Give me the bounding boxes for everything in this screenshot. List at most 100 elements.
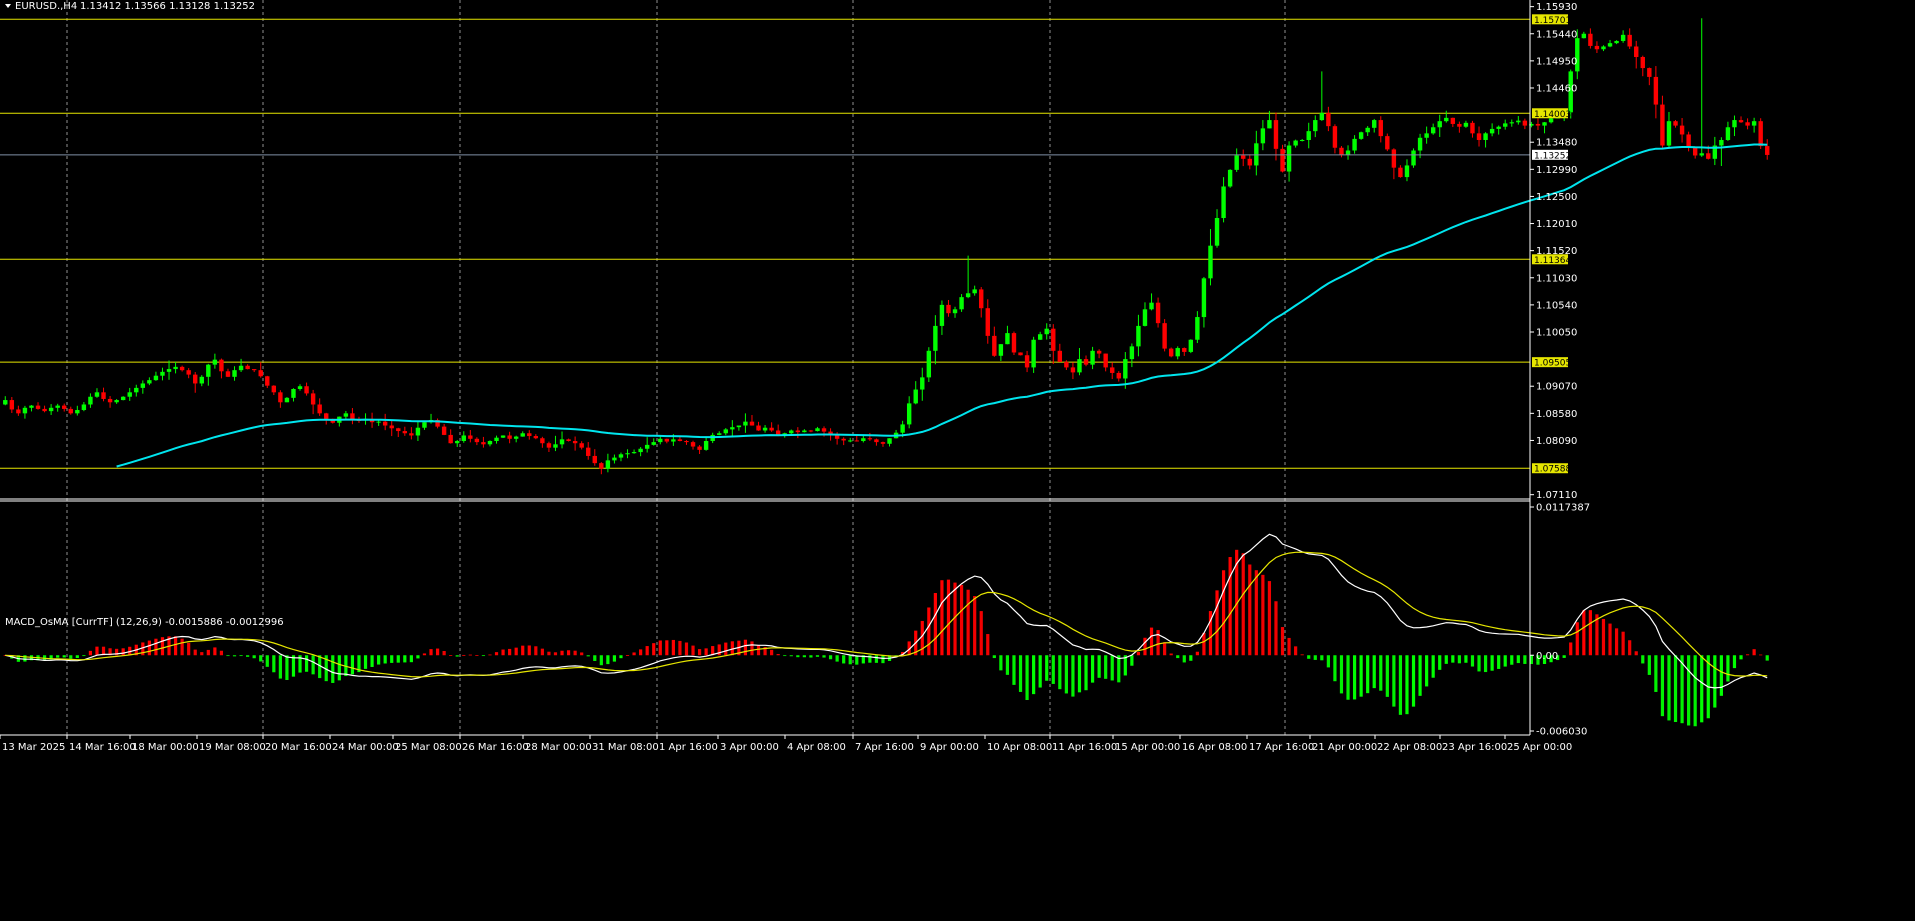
osma-bar xyxy=(1084,655,1088,691)
osma-bar xyxy=(403,655,407,663)
osma-bar xyxy=(1392,655,1396,707)
osma-bar xyxy=(1300,654,1304,656)
osma-bar xyxy=(219,650,224,656)
candle-body xyxy=(9,400,15,410)
candle-body xyxy=(559,439,565,445)
osma-bar xyxy=(828,655,833,660)
candle-body xyxy=(1024,355,1030,368)
candle-body xyxy=(730,427,735,430)
candle-body xyxy=(1594,45,1600,50)
osma-bar xyxy=(1726,655,1730,682)
osma-bar xyxy=(756,645,761,656)
candle-body xyxy=(1123,359,1128,379)
osma-bar xyxy=(455,655,459,657)
candle-body xyxy=(199,376,204,384)
candle-body xyxy=(1719,139,1724,146)
osma-bar xyxy=(1497,655,1501,669)
candle-body xyxy=(1326,112,1331,127)
candle-body xyxy=(1273,120,1279,149)
osma-bar xyxy=(1765,655,1769,661)
osma-bar xyxy=(855,655,859,665)
candle-body xyxy=(448,434,453,444)
candle-body xyxy=(1227,169,1233,187)
candle-body xyxy=(1096,350,1102,354)
candle-body xyxy=(1313,120,1318,132)
osma-bar xyxy=(285,655,289,680)
osma-bar xyxy=(239,655,243,657)
candle-body xyxy=(671,439,676,442)
candle-body xyxy=(1548,118,1554,123)
osma-bar xyxy=(481,655,486,657)
osma-bar xyxy=(639,649,643,656)
time-tick-label: 26 Mar 16:00 xyxy=(462,742,529,753)
candle-body xyxy=(697,446,702,450)
horizontal-levels[interactable] xyxy=(0,18,1530,469)
signal-line xyxy=(5,551,1768,678)
osma-bar xyxy=(652,643,656,656)
osma-bar xyxy=(1575,622,1579,656)
osma-bar xyxy=(1221,570,1226,656)
time-tick-label: 19 Mar 08:00 xyxy=(199,742,266,753)
price-tick-label: 1.13480 xyxy=(1536,138,1577,149)
time-tick-label: 17 Apr 16:00 xyxy=(1249,742,1314,753)
candle-body xyxy=(815,428,820,432)
time-tick-label: 4 Apr 08:00 xyxy=(787,742,846,753)
candle-body xyxy=(1011,333,1017,353)
candle-body xyxy=(271,385,277,393)
candle-body xyxy=(94,392,100,397)
candle-body xyxy=(1221,186,1226,219)
candle-body xyxy=(592,455,597,464)
candle-body xyxy=(1005,333,1010,345)
candle-body xyxy=(166,369,172,372)
candle-body xyxy=(1444,117,1449,122)
osma-bar xyxy=(115,648,119,656)
osma-bar xyxy=(1117,655,1121,683)
osma-bar xyxy=(1195,651,1199,656)
candle-body xyxy=(1679,125,1685,135)
osma-bar xyxy=(1411,655,1416,707)
osma-bar xyxy=(1012,655,1016,685)
candle-body xyxy=(1437,121,1442,128)
candle-body xyxy=(1339,147,1344,155)
osma-bar xyxy=(278,655,282,679)
osma-bar xyxy=(390,655,394,663)
osma-bar xyxy=(1431,655,1435,678)
candle-body xyxy=(658,438,663,443)
osma-bar xyxy=(1235,549,1239,656)
osma-bar xyxy=(953,582,957,656)
osma-bar xyxy=(1248,564,1252,656)
osma-bar xyxy=(1641,655,1645,664)
price-tick-label: 1.07110 xyxy=(1536,490,1577,501)
osma-bar xyxy=(1595,614,1599,656)
chart-menu-triangle-icon[interactable] xyxy=(5,4,11,8)
candle-body xyxy=(1509,122,1514,124)
osma-bar xyxy=(881,655,885,664)
price-tick-label: 1.12990 xyxy=(1536,165,1577,176)
osma-bar xyxy=(1372,655,1376,689)
osma-bar xyxy=(173,636,178,656)
candle-body xyxy=(16,409,21,414)
level-price-tag xyxy=(1532,463,1568,474)
osma-bar xyxy=(435,648,440,656)
candle-body xyxy=(35,405,41,409)
candle-body xyxy=(1601,46,1606,50)
osma-bar xyxy=(992,655,996,659)
candle-body xyxy=(965,293,971,298)
candle-body xyxy=(1634,46,1639,57)
candle-body xyxy=(487,441,493,445)
candle-body xyxy=(664,438,670,442)
candle-body xyxy=(1489,128,1495,134)
osma-bar xyxy=(56,655,60,658)
osma-bar xyxy=(141,642,145,656)
candle-body xyxy=(1620,34,1626,41)
candle-body xyxy=(887,438,892,444)
osma-bar xyxy=(226,655,230,657)
osc-tick-label: -0.006030 xyxy=(1536,727,1587,738)
osma-bar xyxy=(1032,655,1036,695)
osma-bar xyxy=(632,652,636,656)
osma-bar xyxy=(187,642,191,656)
candle-body xyxy=(415,427,421,436)
osma-bar xyxy=(711,646,715,656)
osma-bar xyxy=(291,655,296,677)
